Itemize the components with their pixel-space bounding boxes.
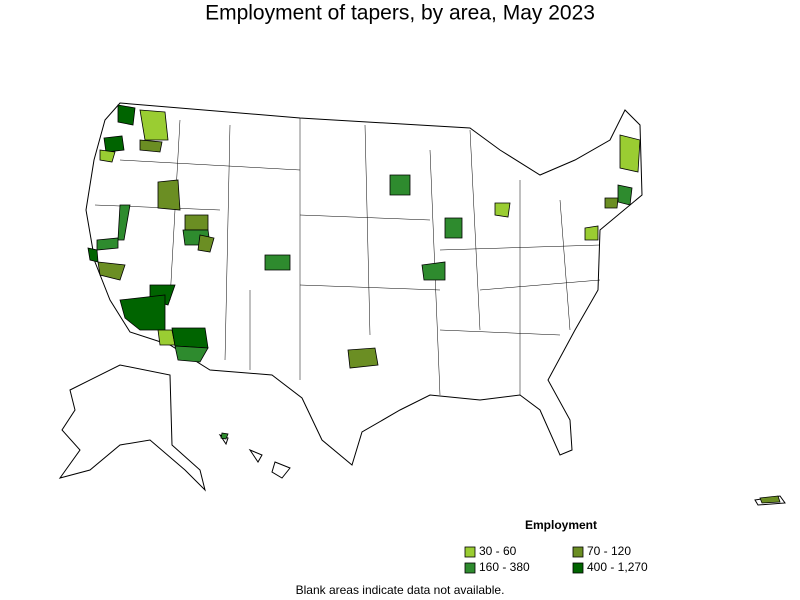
legend-title: Employment: [525, 518, 597, 532]
area: [389, 174, 411, 196]
legend-label: 400 - 1,270: [587, 560, 648, 574]
legend-swatch: [464, 546, 476, 558]
area: [157, 179, 181, 211]
area: [759, 495, 781, 504]
legend-swatch: [464, 562, 476, 574]
areas: [87, 104, 781, 504]
area: [220, 432, 229, 440]
hawaii: [218, 433, 291, 479]
area: [139, 109, 169, 141]
legend: Employment 30 - 60 70 - 120 160 - 380 400 -…: [464, 518, 648, 574]
area: [421, 261, 446, 281]
area: [87, 247, 99, 263]
area: [584, 225, 599, 241]
area: [139, 139, 163, 153]
area: [619, 134, 641, 173]
area: [96, 237, 119, 251]
area: [264, 254, 291, 271]
area: [119, 294, 166, 331]
area: [184, 214, 209, 231]
area: [99, 149, 116, 163]
area: [103, 135, 125, 153]
contiguous-us: [85, 102, 643, 466]
area: [604, 197, 619, 209]
legend-swatch: [572, 546, 584, 558]
map-title: Employment of tapers, by area, May 2023: [205, 2, 595, 25]
legend-swatch: [572, 562, 584, 574]
legend-label: 30 - 60: [479, 544, 517, 558]
legend-label: 160 - 380: [479, 560, 530, 574]
area: [617, 184, 633, 206]
legend-label: 70 - 120: [587, 544, 631, 558]
note: Blank areas indicate data not available.: [296, 583, 505, 597]
area: [117, 104, 136, 126]
area: [97, 261, 126, 281]
area: [117, 204, 131, 241]
area: [197, 234, 215, 253]
map: [58, 102, 786, 506]
area: [444, 217, 463, 239]
area: [494, 202, 511, 218]
area: [347, 347, 379, 369]
alaska: [58, 364, 206, 492]
area: [171, 327, 209, 349]
area: [174, 345, 209, 363]
